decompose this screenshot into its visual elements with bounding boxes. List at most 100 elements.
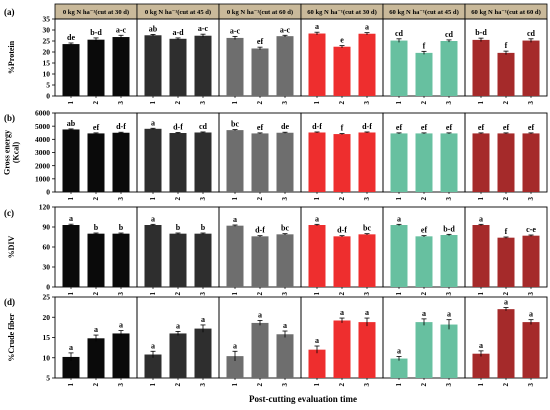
- x-tick-label: 2: [338, 292, 346, 296]
- y-tick-label: 15: [43, 59, 51, 68]
- significance-letter: b-d: [475, 28, 487, 37]
- x-tick-label: 3: [363, 383, 371, 387]
- significance-letter: a: [201, 315, 205, 324]
- x-tick-label: 3: [199, 292, 207, 296]
- y-tick-label: 4000: [35, 135, 50, 144]
- bar: [169, 233, 187, 287]
- x-tick-label: 1: [67, 383, 75, 387]
- significance-letter: cd: [527, 29, 536, 38]
- significance-letter: a: [315, 336, 319, 345]
- y-tick-label: 5000: [35, 122, 50, 131]
- bar: [169, 38, 187, 96]
- significance-letter: b: [176, 223, 181, 232]
- x-tick-label: 2: [92, 383, 100, 387]
- x-tick-label: 3: [527, 197, 535, 201]
- bar: [415, 133, 433, 192]
- x-tick-label: 1: [67, 197, 75, 201]
- x-tick-label: 1: [149, 101, 157, 105]
- bar: [440, 133, 458, 192]
- significance-letter: a: [315, 22, 319, 31]
- y-tick-label: 1000: [35, 174, 50, 183]
- x-axis-title: Post-cutting evaluation time: [249, 394, 357, 404]
- x-tick-label: 2: [92, 292, 100, 296]
- bar: [144, 354, 162, 378]
- significance-letter: ef: [478, 123, 485, 132]
- significance-letter: bc: [281, 224, 289, 233]
- x-tick-label: 1: [231, 101, 239, 105]
- significance-letter: ef: [396, 123, 403, 132]
- significance-letter: a: [340, 308, 344, 317]
- x-tick-label: 2: [338, 197, 346, 201]
- x-tick-label: 1: [67, 101, 75, 105]
- bar: [169, 333, 187, 378]
- y-tick-label: 10: [43, 70, 51, 79]
- bar: [358, 132, 376, 192]
- x-tick-label: 2: [92, 197, 100, 201]
- significance-letter: a: [365, 308, 369, 317]
- significance-letter: f: [423, 41, 426, 50]
- significance-letter: cd: [199, 122, 208, 131]
- bar: [87, 39, 105, 96]
- bar: [497, 237, 515, 287]
- group-header-label: 60 kg N ha⁻¹(cut at 30 d): [307, 9, 377, 16]
- significance-letter: ef: [421, 226, 428, 235]
- significance-letter: a: [69, 214, 73, 223]
- significance-letter: a: [479, 214, 483, 223]
- significance-letter: a: [504, 298, 508, 307]
- x-tick-label: 2: [174, 292, 182, 296]
- bar: [87, 233, 105, 287]
- x-tick-label: 1: [395, 383, 403, 387]
- group-header-label: 0 kg N ha⁻¹(cut at 30 d): [63, 9, 129, 16]
- x-tick-label: 3: [281, 292, 289, 296]
- significance-letter: a-c: [116, 25, 127, 34]
- significance-letter: a: [283, 321, 287, 330]
- x-tick-label: 3: [445, 101, 453, 105]
- y-axis-label: (Kcal): [12, 142, 21, 164]
- bar: [390, 40, 408, 96]
- y-tick-label: 6000: [35, 109, 50, 118]
- y-tick-label: 2000: [35, 161, 50, 170]
- bar: [112, 132, 130, 192]
- significance-letter: ef: [421, 123, 428, 132]
- x-tick-label: 3: [527, 101, 535, 105]
- bar: [112, 233, 130, 287]
- x-tick-label: 2: [420, 292, 428, 296]
- bar: [308, 225, 326, 287]
- x-tick-label: 3: [445, 383, 453, 387]
- significance-letter: a: [233, 215, 237, 224]
- x-tick-label: 2: [338, 101, 346, 105]
- x-tick-label: 2: [174, 383, 182, 387]
- significance-letter: cd: [395, 29, 404, 38]
- x-tick-label: 3: [199, 197, 207, 201]
- bar: [333, 320, 351, 378]
- x-tick-label: 1: [231, 292, 239, 296]
- x-tick-label: 2: [502, 101, 510, 105]
- significance-letter: a: [69, 343, 73, 352]
- bar: [333, 46, 351, 96]
- bar: [308, 349, 326, 378]
- significance-letter: ef: [446, 123, 453, 132]
- significance-letter: a: [94, 325, 98, 334]
- bar: [333, 134, 351, 192]
- bar: [308, 33, 326, 96]
- significance-letter: de: [67, 33, 75, 42]
- bar: [497, 309, 515, 378]
- bar: [358, 33, 376, 96]
- bar: [358, 234, 376, 287]
- bar: [251, 322, 269, 378]
- y-axis-label: Gross energy: [3, 130, 12, 175]
- y-tick-label: 120: [39, 203, 51, 212]
- bar: [472, 39, 490, 96]
- bar: [276, 132, 294, 192]
- significance-letter: a: [529, 310, 533, 319]
- x-tick-label: 3: [117, 292, 125, 296]
- significance-letter: a: [151, 214, 155, 223]
- bar: [62, 44, 80, 96]
- significance-letter: a: [397, 347, 401, 356]
- significance-letter: e: [340, 36, 344, 45]
- y-tick-label: 20: [43, 313, 51, 322]
- x-tick-label: 1: [395, 197, 403, 201]
- significance-letter: f: [505, 227, 508, 236]
- significance-letter: a: [151, 341, 155, 350]
